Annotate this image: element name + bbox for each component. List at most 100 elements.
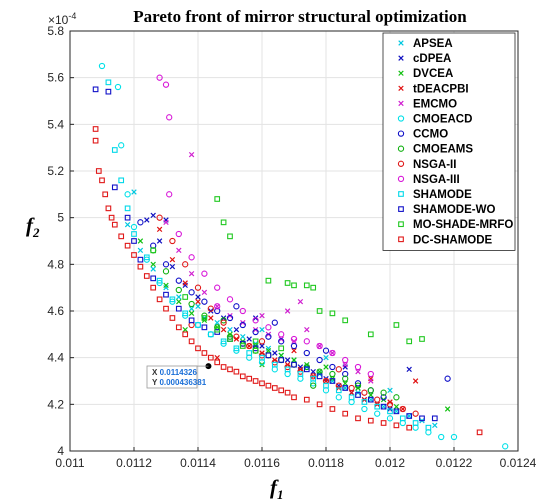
point-shamode bbox=[335, 387, 342, 394]
point-shamode bbox=[361, 399, 368, 405]
legend-marker-shamode-wo bbox=[398, 206, 404, 212]
point-dc-shamode bbox=[271, 385, 278, 391]
point-dc-shamode bbox=[118, 233, 125, 240]
point-cmoeacd bbox=[438, 433, 445, 441]
point-dvcea bbox=[150, 261, 156, 268]
point-dc-shamode bbox=[143, 273, 150, 279]
point-nsga-ii bbox=[156, 214, 163, 221]
point-cdpea bbox=[195, 294, 201, 300]
point-apsea bbox=[323, 354, 329, 361]
point-dvcea bbox=[342, 380, 348, 387]
point-ccmo bbox=[322, 347, 330, 354]
point-nsga-ii bbox=[374, 396, 381, 403]
point-ccmo bbox=[444, 375, 451, 382]
point-shamode-wo bbox=[355, 392, 361, 398]
legend-label-dvcea: DVCEA bbox=[413, 68, 453, 80]
y-axis-label-sub: 2 bbox=[32, 225, 40, 240]
point-cmoeacd bbox=[361, 405, 368, 413]
point-tdeacpbi bbox=[291, 347, 297, 354]
point-emcmo bbox=[259, 312, 265, 319]
point-apsea bbox=[124, 221, 131, 228]
legend-marker-dvcea bbox=[398, 70, 404, 76]
point-dc-shamode bbox=[252, 378, 259, 384]
legend-marker-nsga-ii bbox=[397, 160, 405, 167]
point-dc-shamode bbox=[291, 394, 297, 401]
point-emcmo bbox=[368, 378, 374, 384]
x-tick-label: 0.0124 bbox=[500, 456, 537, 470]
point-nsga-ii bbox=[207, 305, 214, 312]
point-shamode bbox=[207, 331, 214, 338]
point-dvcea bbox=[265, 347, 272, 354]
point-nsga-ii bbox=[399, 405, 406, 413]
legend-marker-apsea bbox=[398, 40, 404, 46]
point-tdeacpbi bbox=[182, 280, 188, 286]
point-nsga-ii bbox=[258, 338, 266, 345]
x-tick-label: 0.0112 bbox=[116, 456, 152, 470]
legend-label-mo-shade-mrfo: MO-SHADE-MRFO bbox=[413, 219, 513, 231]
point-emcmo bbox=[316, 343, 323, 349]
datatip-y-label: Y bbox=[152, 378, 158, 387]
point-shamode-wo bbox=[380, 403, 387, 410]
point-shamode bbox=[105, 79, 112, 86]
point-apsea bbox=[214, 319, 220, 326]
y-tick-label: 4.8 bbox=[47, 257, 64, 271]
point-cdpea bbox=[310, 368, 316, 375]
point-shamode bbox=[220, 338, 227, 345]
legend-marker-emcmo bbox=[398, 100, 404, 107]
point-nsga-ii bbox=[220, 319, 227, 326]
point-shamode-wo bbox=[265, 352, 272, 359]
point-shamode-wo bbox=[316, 373, 323, 380]
datatip-y-value: 0.000436381 bbox=[159, 378, 206, 387]
legend-box bbox=[382, 32, 516, 251]
point-cmoeams bbox=[354, 382, 362, 389]
point-cdpea bbox=[144, 217, 150, 223]
point-nsga-iii bbox=[188, 254, 195, 261]
point-nsga-iii bbox=[265, 324, 272, 331]
point-nsga-iii bbox=[303, 338, 310, 345]
point-ccmo bbox=[233, 303, 240, 310]
point-dc-shamode bbox=[108, 214, 115, 221]
point-tdeacpbi bbox=[348, 389, 355, 396]
point-ccmo bbox=[201, 298, 208, 305]
point-apsea bbox=[137, 247, 144, 254]
point-apsea bbox=[406, 413, 412, 419]
point-cmoeacd bbox=[450, 433, 458, 441]
point-shamode bbox=[387, 408, 393, 415]
point-shamode bbox=[156, 277, 163, 284]
legend-label-shamode-wo: SHAMODE-WO bbox=[413, 204, 495, 216]
legend-label-cmoeacd: CMOEACD bbox=[413, 114, 472, 126]
point-shamode-wo bbox=[393, 408, 400, 415]
point-shamode bbox=[143, 254, 150, 261]
point-apsea bbox=[150, 266, 156, 272]
x-axis-label-sub: 1 bbox=[277, 487, 284, 501]
point-cmoeacd bbox=[114, 83, 122, 91]
point-dc-shamode bbox=[239, 373, 246, 380]
point-tdeacpbi bbox=[156, 226, 163, 233]
point-shamode-wo bbox=[163, 291, 169, 298]
point-dc-shamode bbox=[355, 415, 361, 422]
legend-label-tdeacpbi: tDEACPBI bbox=[413, 83, 469, 95]
point-apsea bbox=[342, 385, 348, 391]
y-tick-label: 5.6 bbox=[47, 71, 64, 85]
point-dvcea bbox=[137, 238, 144, 244]
point-nsga-iii bbox=[252, 317, 259, 324]
point-mo-shade-mrfo bbox=[252, 338, 259, 345]
point-nsga-iii bbox=[342, 356, 349, 364]
chart-title: Pareto front of mirror structural optimi… bbox=[133, 7, 467, 26]
point-nsga-ii bbox=[335, 366, 342, 373]
point-cmoeams bbox=[329, 370, 336, 378]
point-cmoeams bbox=[162, 268, 170, 275]
point-nsga-iii bbox=[156, 74, 163, 81]
y-tick-label: 4.6 bbox=[47, 304, 64, 318]
y-tick-label: 5.8 bbox=[47, 24, 64, 38]
point-cmoeacd bbox=[118, 142, 125, 149]
point-dc-shamode bbox=[278, 387, 285, 394]
point-mo-shade-mrfo bbox=[393, 322, 400, 328]
point-ccmo bbox=[239, 321, 246, 329]
point-dc-shamode bbox=[303, 396, 310, 403]
point-shamode bbox=[233, 345, 240, 352]
point-tdeacpbi bbox=[323, 378, 329, 384]
point-dc-shamode bbox=[175, 324, 182, 331]
point-nsga-ii bbox=[246, 342, 253, 350]
point-nsga-ii bbox=[169, 237, 176, 245]
